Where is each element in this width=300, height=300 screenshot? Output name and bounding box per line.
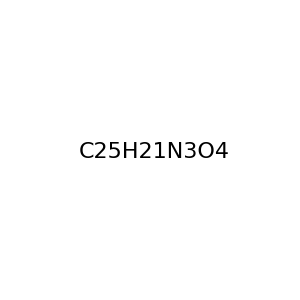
Text: C25H21N3O4: C25H21N3O4 <box>78 142 229 161</box>
